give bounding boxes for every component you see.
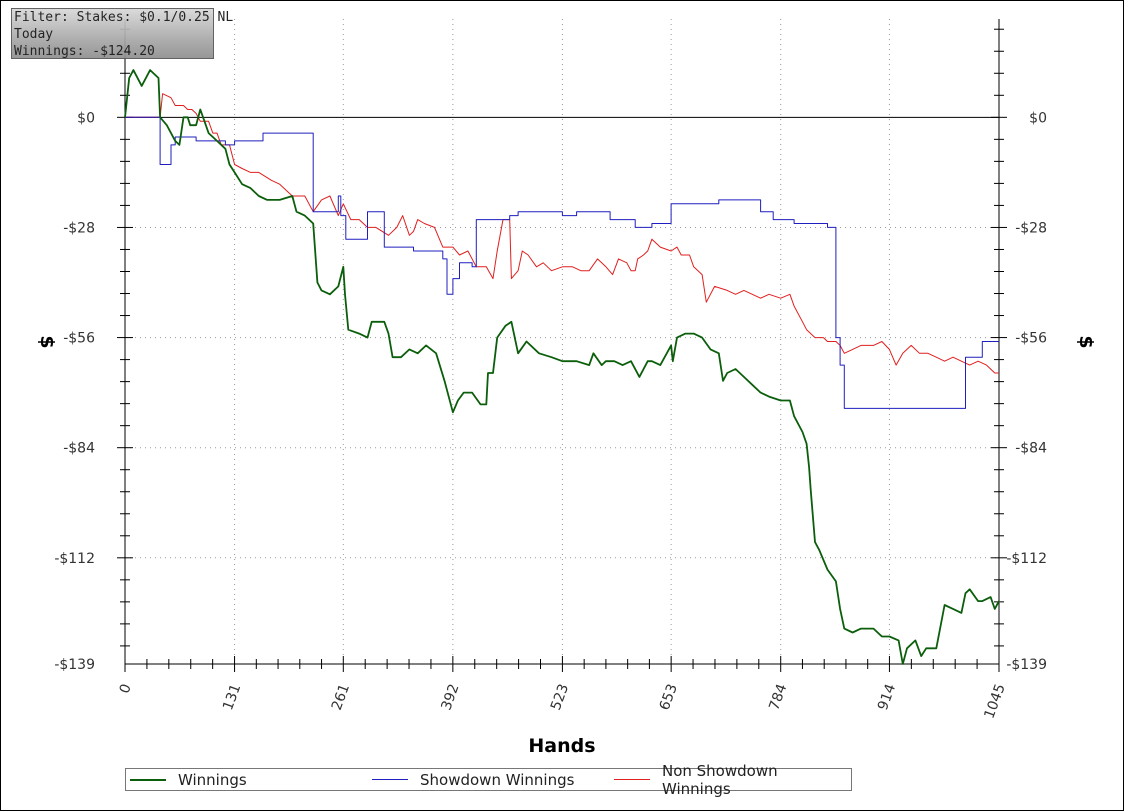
- x-tick-label: 131: [220, 682, 244, 713]
- y-tick-label-right: -$112: [1006, 551, 1047, 567]
- y-axis-title-right: $: [1075, 335, 1097, 348]
- period-text: Today: [14, 27, 54, 42]
- tick-labels: $0 $0 -$28 -$28 -$56 -$56 -$84 -$84 -$112 -$112 -$…: [54, 110, 1047, 721]
- y-tick-label-left: -$28: [63, 220, 95, 236]
- axes: [117, 19, 1007, 672]
- x-tick-label: 914: [875, 682, 899, 713]
- legend-item-showdown: Showdown Winnings: [372, 769, 574, 790]
- x-tick-label: 523: [548, 682, 572, 713]
- y-tick-label-left: -$112: [54, 551, 95, 567]
- y-tick-label-right: -$84: [1015, 441, 1047, 457]
- y-tick-label-left: $0: [77, 110, 95, 126]
- y-tick-label-right: $0: [1029, 110, 1047, 126]
- filter-text: Filter: Stakes: $0.1/0.25 NL: [14, 10, 234, 25]
- x-tick-label: 1045: [982, 682, 1009, 721]
- legend-label-non-showdown: Non Showdown Winnings: [661, 761, 778, 798]
- y-tick-label-right: -$28: [1015, 220, 1047, 236]
- legend-swatch-showdown: [372, 779, 408, 780]
- y-axis-title-left: $: [36, 335, 58, 348]
- legend-label-showdown: Showdown Winnings: [420, 770, 575, 789]
- y-tick-label-right: -$56: [1015, 331, 1047, 347]
- series-line-winnings: [124, 69, 1000, 665]
- y-tick-label-left: -$84: [63, 441, 95, 457]
- y-tick-label-left: -$56: [63, 331, 95, 347]
- series-line-non-showdown-winnings: [125, 93, 999, 374]
- legend-item-non-showdown: Non Showdown Winnings: [614, 762, 851, 798]
- legend-label-winnings: Winnings: [178, 770, 247, 789]
- x-axis-title: Hands: [528, 735, 595, 757]
- legend: Winnings Showdown Winnings Non Showdown …: [125, 762, 852, 798]
- x-tick-label: 392: [438, 682, 462, 713]
- x-tick-label: 0: [117, 682, 135, 696]
- x-tick-label: 784: [766, 682, 790, 713]
- legend-swatch-non-showdown: [614, 779, 650, 780]
- x-tick-label: 653: [657, 682, 681, 713]
- series-line-showdown-winnings: [125, 116, 999, 409]
- series-group: [124, 69, 1000, 665]
- filter-info-box: Filter: Stakes: $0.1/0.25 NL Today Winni…: [11, 8, 234, 59]
- grid: [125, 19, 999, 664]
- legend-item-winnings: Winnings: [130, 769, 247, 790]
- x-tick-label: 261: [329, 682, 353, 713]
- winnings-text: Winnings: -$124.20: [14, 44, 155, 59]
- y-tick-label-right: -$139: [1006, 657, 1047, 673]
- legend-swatch-winnings: [130, 778, 166, 781]
- y-tick-label-left: -$139: [54, 657, 95, 673]
